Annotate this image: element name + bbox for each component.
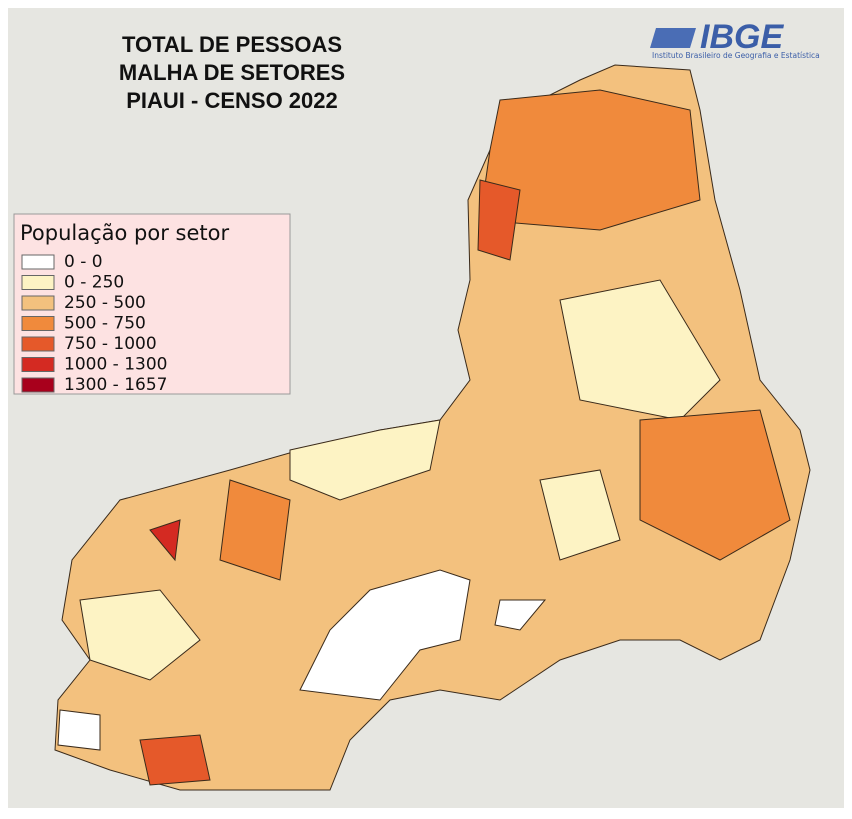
region (289, 419, 441, 501)
region (559, 279, 721, 421)
legend-label: 1300 - 1657 (64, 375, 167, 395)
region (57, 709, 101, 751)
region (539, 469, 621, 561)
title-line: MALHA DE SETORES (119, 60, 345, 85)
region (139, 734, 211, 786)
logo: IBGE Instituto Brasileiro de Geografia e… (650, 18, 820, 60)
logo-subtitle: Instituto Brasileiro de Geografia e Esta… (652, 51, 820, 60)
legend-label: 500 - 750 (64, 314, 146, 334)
region (477, 179, 521, 261)
legend-swatch (21, 295, 55, 311)
legend-box (13, 213, 291, 395)
logo-name: IBGE (700, 18, 784, 56)
region (219, 479, 291, 581)
legend-swatch (21, 377, 55, 393)
legend-label: 0 - 250 (64, 273, 124, 293)
legend-title: População por setor (20, 221, 229, 245)
state-map (54, 64, 811, 791)
logo-icon (650, 28, 696, 48)
legend-swatch (21, 316, 55, 331)
legend-swatch (21, 275, 55, 290)
legend-label: 0 - 0 (64, 252, 103, 272)
title-line: TOTAL DE PESSOAS (122, 32, 342, 57)
legend-label: 750 - 1000 (64, 334, 157, 354)
legend-swatch (21, 357, 55, 372)
region (299, 569, 471, 701)
region (494, 599, 547, 631)
legend-label: 1000 - 1300 (64, 355, 167, 375)
region (149, 519, 181, 562)
legend-label: 250 - 500 (64, 293, 146, 313)
title-line: PIAUI - CENSO 2022 (126, 88, 338, 113)
legend-swatch (21, 254, 55, 270)
region (79, 589, 201, 681)
region (639, 409, 791, 561)
region (479, 89, 701, 231)
legend-swatch (21, 336, 55, 352)
